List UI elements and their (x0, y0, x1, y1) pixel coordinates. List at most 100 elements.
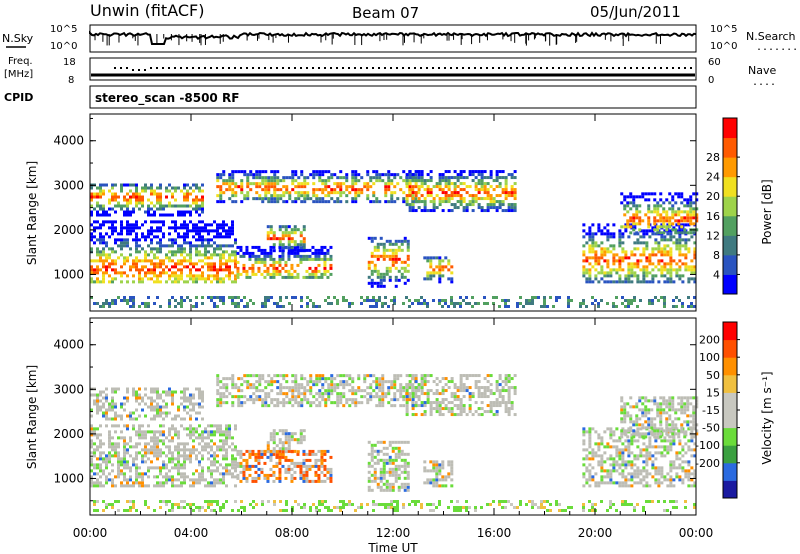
velocity-cell (290, 450, 294, 454)
power-cell (308, 266, 312, 270)
velocity-cell (225, 484, 228, 488)
velocity-cell (234, 460, 237, 464)
velocity-cell (257, 461, 261, 465)
velocity-cell (207, 457, 210, 461)
power-cell (384, 182, 388, 186)
power-cell (680, 225, 684, 229)
velocity-cell (303, 398, 307, 402)
freq-dot (150, 67, 152, 69)
power-cell (290, 251, 294, 255)
velocity-cell (210, 460, 213, 464)
power-cell (186, 223, 189, 227)
velocity-cell (504, 383, 508, 387)
power-cell (159, 305, 162, 308)
freq-dot (414, 67, 416, 69)
power-cell (594, 253, 598, 257)
velocity-cell (183, 448, 186, 452)
power-cell (168, 305, 171, 308)
velocity-cell (228, 436, 231, 440)
power-cell (162, 207, 165, 211)
power-cell (90, 213, 93, 217)
power-cell (336, 176, 340, 180)
power-cell (305, 269, 309, 273)
power-cell (183, 186, 186, 190)
power-cell (621, 232, 625, 236)
power-cell (257, 260, 261, 264)
velocity-cell (135, 390, 138, 394)
power-cell (678, 247, 682, 251)
velocity-cell (391, 467, 395, 471)
velocity-cell (213, 478, 216, 482)
power-cell (267, 176, 271, 180)
velocity-cell (213, 484, 216, 488)
power-cell (400, 242, 404, 246)
velocity-cell (370, 452, 374, 456)
velocity-cell (99, 433, 102, 437)
velocity-cell (282, 398, 286, 402)
power-cell (629, 219, 633, 223)
power-cell (129, 210, 132, 214)
power-cell (281, 234, 285, 238)
power-cell (159, 198, 162, 202)
velocity-cell (258, 374, 262, 378)
power-cell (156, 220, 159, 224)
power-cell (417, 188, 421, 192)
cpid-panel-frame (89, 85, 697, 109)
power-cell (675, 262, 679, 266)
power-cell (207, 262, 210, 266)
velocity-cell (201, 433, 204, 437)
power-cell (249, 182, 253, 186)
power-cell (591, 235, 595, 239)
power-cell (394, 278, 398, 282)
power-cell (417, 206, 421, 210)
power-cell (186, 195, 189, 199)
velocity-cell (390, 383, 394, 387)
power-cell (492, 296, 495, 299)
velocity-cell (363, 374, 367, 378)
power-cell (245, 275, 249, 279)
velocity-cell (254, 470, 258, 474)
velocity-cell (498, 374, 502, 378)
power-cell (537, 296, 540, 299)
velocity-cell (378, 383, 382, 387)
velocity-cell (126, 442, 129, 446)
power-cell (648, 253, 652, 257)
power-cell (159, 265, 162, 269)
velocity-cell (171, 396, 174, 400)
velocity-cell (314, 458, 318, 462)
velocity-cell (284, 476, 288, 480)
power-cell (135, 265, 138, 269)
velocity-cell (245, 461, 249, 465)
velocity-cell (375, 380, 379, 384)
power-cell (302, 225, 306, 229)
power-cell (495, 173, 499, 177)
power-cell (198, 198, 201, 202)
velocity-cell (477, 386, 481, 390)
power-cell (90, 186, 93, 190)
power-cell (324, 200, 328, 204)
power-cell (662, 219, 666, 223)
power-cell (228, 259, 231, 263)
velocity-cell (93, 466, 96, 470)
power-cell (612, 262, 616, 266)
power-cell (513, 209, 517, 213)
velocity-cell (123, 445, 126, 449)
power-cell (252, 302, 255, 305)
power-cell (612, 280, 616, 284)
velocity-cell (597, 460, 601, 464)
power-cell (417, 185, 421, 189)
power-cell (379, 278, 383, 282)
power-cell (222, 296, 225, 299)
power-cell (201, 296, 204, 299)
power-cell (165, 213, 168, 217)
velocity-cell (204, 430, 207, 434)
velocity-cell (414, 413, 418, 417)
power-cell (609, 271, 613, 275)
velocity-cell (281, 455, 285, 459)
velocity-cell (186, 387, 189, 391)
power-cell (597, 223, 601, 227)
power-cell (279, 179, 283, 183)
freq-dot (558, 67, 560, 69)
power-cell (504, 299, 507, 302)
power-cell (498, 305, 501, 308)
